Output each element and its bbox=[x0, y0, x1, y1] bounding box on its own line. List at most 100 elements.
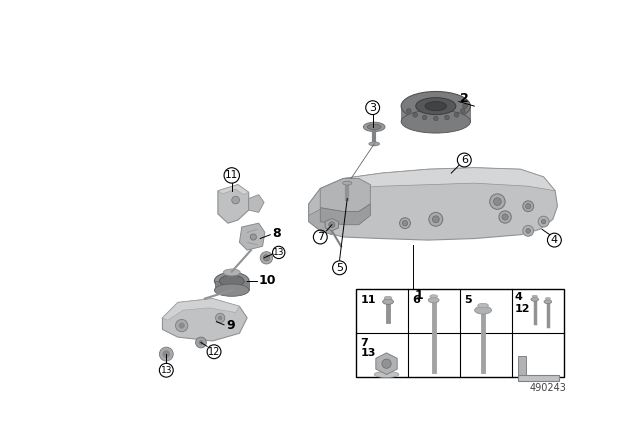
Ellipse shape bbox=[369, 142, 380, 146]
Text: 7: 7 bbox=[317, 232, 324, 242]
Bar bbox=[356, 289, 564, 377]
Circle shape bbox=[216, 313, 225, 323]
Polygon shape bbox=[218, 185, 249, 223]
Polygon shape bbox=[163, 299, 239, 320]
Ellipse shape bbox=[214, 272, 249, 289]
Circle shape bbox=[250, 234, 257, 240]
Text: 12: 12 bbox=[208, 347, 220, 357]
Circle shape bbox=[525, 203, 531, 209]
Circle shape bbox=[163, 350, 170, 358]
Text: 11: 11 bbox=[225, 170, 238, 181]
Ellipse shape bbox=[220, 275, 244, 287]
Circle shape bbox=[263, 255, 269, 261]
Circle shape bbox=[179, 323, 185, 329]
Circle shape bbox=[538, 216, 549, 227]
Polygon shape bbox=[239, 223, 265, 250]
Circle shape bbox=[526, 228, 531, 233]
Ellipse shape bbox=[364, 122, 385, 132]
Circle shape bbox=[502, 214, 508, 220]
Circle shape bbox=[175, 319, 188, 332]
Circle shape bbox=[196, 337, 206, 348]
Polygon shape bbox=[518, 375, 559, 381]
Polygon shape bbox=[518, 356, 525, 375]
Circle shape bbox=[260, 252, 273, 264]
Ellipse shape bbox=[367, 124, 381, 129]
Circle shape bbox=[399, 218, 410, 228]
Circle shape bbox=[403, 220, 408, 226]
Text: 12: 12 bbox=[515, 304, 530, 314]
Circle shape bbox=[422, 115, 427, 120]
Polygon shape bbox=[215, 281, 249, 290]
Text: 5: 5 bbox=[336, 263, 343, 273]
Text: 11: 11 bbox=[360, 295, 376, 305]
Circle shape bbox=[159, 347, 173, 361]
Ellipse shape bbox=[214, 284, 249, 296]
Circle shape bbox=[493, 198, 501, 206]
Text: 9: 9 bbox=[227, 319, 235, 332]
Text: 6: 6 bbox=[461, 155, 468, 165]
Polygon shape bbox=[320, 178, 371, 211]
Text: 13: 13 bbox=[161, 366, 172, 375]
Text: 4: 4 bbox=[551, 235, 558, 245]
Ellipse shape bbox=[532, 295, 538, 297]
Text: 5: 5 bbox=[464, 295, 472, 305]
Text: 3: 3 bbox=[369, 103, 376, 112]
Polygon shape bbox=[325, 219, 339, 231]
Polygon shape bbox=[163, 299, 247, 341]
Text: 13: 13 bbox=[273, 248, 284, 257]
Text: 8: 8 bbox=[272, 227, 280, 240]
Circle shape bbox=[429, 212, 443, 226]
Ellipse shape bbox=[383, 299, 394, 304]
Ellipse shape bbox=[477, 303, 488, 308]
Circle shape bbox=[433, 116, 438, 121]
Polygon shape bbox=[308, 178, 344, 215]
Polygon shape bbox=[320, 204, 371, 225]
Text: 13: 13 bbox=[360, 348, 376, 358]
Circle shape bbox=[198, 340, 204, 345]
Circle shape bbox=[454, 112, 459, 117]
Circle shape bbox=[433, 216, 439, 223]
Polygon shape bbox=[308, 204, 332, 235]
Ellipse shape bbox=[544, 300, 552, 304]
Polygon shape bbox=[401, 106, 470, 121]
Polygon shape bbox=[320, 168, 555, 192]
Ellipse shape bbox=[475, 306, 492, 314]
Circle shape bbox=[490, 194, 505, 209]
Circle shape bbox=[461, 108, 465, 113]
Circle shape bbox=[218, 315, 223, 320]
Text: 6: 6 bbox=[412, 295, 420, 305]
Circle shape bbox=[523, 201, 534, 211]
Text: 1: 1 bbox=[415, 289, 424, 302]
Text: 2: 2 bbox=[460, 92, 469, 105]
Circle shape bbox=[413, 112, 417, 117]
Circle shape bbox=[382, 359, 391, 368]
Ellipse shape bbox=[374, 371, 399, 378]
Text: 490243: 490243 bbox=[530, 383, 566, 392]
Text: 7: 7 bbox=[360, 337, 368, 348]
Ellipse shape bbox=[430, 295, 438, 298]
Circle shape bbox=[406, 108, 411, 113]
Ellipse shape bbox=[384, 296, 392, 299]
Text: 10: 10 bbox=[259, 275, 276, 288]
Ellipse shape bbox=[425, 102, 447, 111]
Polygon shape bbox=[218, 185, 249, 195]
Circle shape bbox=[232, 196, 239, 204]
Ellipse shape bbox=[416, 98, 456, 115]
Ellipse shape bbox=[428, 297, 439, 303]
Polygon shape bbox=[308, 168, 557, 240]
Ellipse shape bbox=[223, 269, 240, 276]
Circle shape bbox=[541, 220, 546, 224]
Polygon shape bbox=[376, 353, 397, 375]
Circle shape bbox=[445, 115, 449, 120]
Circle shape bbox=[329, 222, 335, 228]
Circle shape bbox=[463, 104, 467, 108]
Circle shape bbox=[523, 225, 534, 236]
Ellipse shape bbox=[531, 297, 539, 302]
Ellipse shape bbox=[545, 297, 550, 300]
Circle shape bbox=[499, 211, 511, 223]
Ellipse shape bbox=[401, 91, 470, 121]
Text: 4: 4 bbox=[515, 293, 523, 302]
Polygon shape bbox=[249, 195, 264, 212]
Ellipse shape bbox=[342, 181, 352, 185]
Ellipse shape bbox=[401, 110, 470, 133]
